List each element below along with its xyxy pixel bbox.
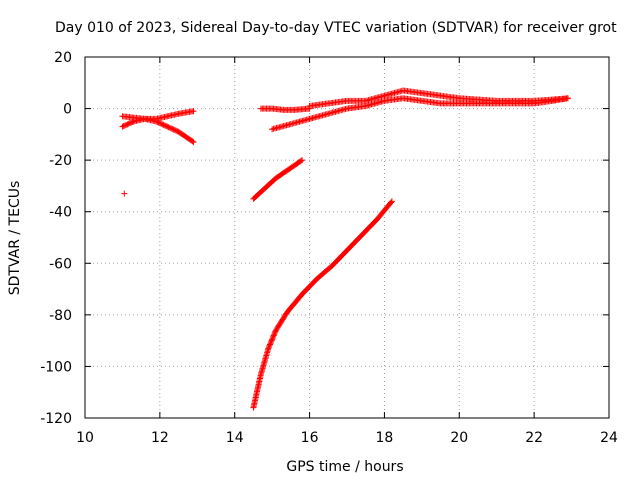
series-isolated-point <box>121 190 128 197</box>
data-point <box>271 329 278 336</box>
x-tick-label: 10 <box>76 430 94 446</box>
data-point <box>265 344 272 351</box>
data-point <box>265 345 272 352</box>
y-tick-label: 20 <box>54 50 72 66</box>
data-point <box>121 190 128 197</box>
data-point <box>267 340 274 347</box>
y-tick-label: -80 <box>49 308 72 324</box>
x-axis-label: GPS time / hours <box>286 459 403 475</box>
x-tick-label: 14 <box>226 430 244 446</box>
series-arc-14.5-15.8 <box>250 157 306 202</box>
x-axis-ticks: 10 12 14 16 18 20 22 24 <box>76 57 618 446</box>
data-point <box>271 331 278 338</box>
data-point <box>268 338 275 345</box>
y-tick-label: -20 <box>49 153 72 169</box>
y-axis-ticks: -120 -100 -80 -60 -40 -20 0 20 <box>40 50 609 427</box>
data-point <box>270 332 277 339</box>
plot-frame <box>84 56 610 419</box>
data-point <box>269 335 276 342</box>
x-tick-label: 24 <box>600 430 618 446</box>
data-point <box>266 342 273 349</box>
data-point <box>270 333 277 340</box>
x-tick-label: 16 <box>301 430 319 446</box>
data-point <box>267 341 274 348</box>
y-tick-label: -120 <box>40 411 72 427</box>
series-arc-16-22.9-upper <box>306 87 571 109</box>
y-tick-label: 0 <box>63 102 72 118</box>
y-tick-label: -60 <box>49 256 72 272</box>
y-tick-label: -40 <box>49 205 72 221</box>
data-points <box>119 87 571 411</box>
series-arc-14.5-18.2 <box>250 198 395 411</box>
data-point <box>297 157 304 164</box>
series-arc-11-12.9-lower <box>119 113 197 146</box>
y-tick-label: -100 <box>40 359 72 375</box>
data-point <box>268 337 275 344</box>
x-tick-label: 22 <box>525 430 543 446</box>
data-point <box>388 198 395 205</box>
data-point <box>189 138 196 145</box>
y-axis-label: SDTVAR / TECUs <box>7 181 23 296</box>
data-point <box>387 199 394 206</box>
x-tick-label: 20 <box>450 430 468 446</box>
chart-title: Day 010 of 2023, Sidereal Day-to-day VTE… <box>55 20 617 36</box>
data-point <box>299 157 306 164</box>
data-point <box>269 336 276 343</box>
data-point <box>190 139 197 146</box>
x-tick-label: 18 <box>376 430 394 446</box>
data-point <box>190 108 197 115</box>
data-point <box>564 95 571 102</box>
x-tick-label: 12 <box>151 430 169 446</box>
